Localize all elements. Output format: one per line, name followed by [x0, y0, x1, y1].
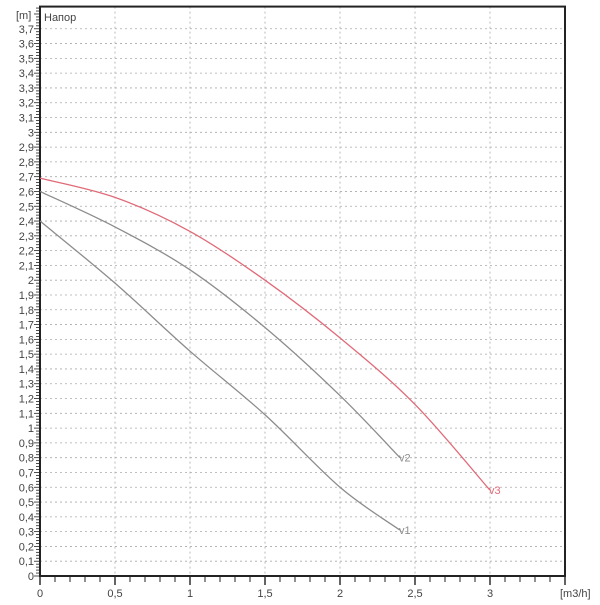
x-tick-label: 1	[187, 588, 193, 600]
grid	[40, 6, 565, 576]
y-tick-label: 3,5	[19, 53, 34, 65]
y-tick-label: 1,1	[19, 408, 34, 420]
y-tick-label: 3,1	[19, 113, 34, 125]
series-line-v2	[39, 190, 401, 459]
y-tick-label: 3,6	[19, 39, 34, 51]
y-tick-label: 1	[28, 423, 34, 435]
y-tick-label: 2,3	[19, 231, 34, 243]
y-tick-label: 0,5	[19, 497, 34, 509]
y-tick-label: 3,2	[19, 98, 34, 110]
y-tick-label: 0,1	[19, 556, 34, 568]
x-axis-label: [m3/h]	[560, 588, 591, 600]
series-label-v3: v3	[489, 485, 501, 497]
y-tick-label: 1,7	[19, 320, 34, 332]
y-tick-label: 0,3	[19, 527, 34, 539]
y-tick-label: 2,2	[19, 246, 34, 258]
x-tick-label: 2	[337, 588, 343, 600]
series-label-v1: v1	[399, 525, 411, 537]
y-tick-label: 1,6	[19, 334, 34, 346]
x-tick-label: 1,5	[257, 588, 272, 600]
y-tick-label: 2,5	[19, 201, 34, 213]
y-tick-label: 1,4	[19, 364, 34, 376]
y-tick-label: 2,9	[19, 142, 34, 154]
y-tick-label: 3	[28, 127, 34, 139]
x-tick-label: 2,5	[407, 588, 422, 600]
y-tick-label: 0,8	[19, 453, 34, 465]
axes: 0 0,1 0,2 0,3 0,4 0,5 0,6 0,7 0,8 0,9 1 1,1 1,2 1,3 1,…	[19, 5, 566, 600]
y-tick-label: 1,8	[19, 305, 34, 317]
y-tick-label: 2	[28, 275, 34, 287]
x-tick-label: 0	[37, 588, 43, 600]
y-tick-label: 3,3	[19, 83, 34, 95]
chart-title: Напор	[44, 12, 76, 24]
y-tick-label: 1,2	[19, 394, 34, 406]
series-line-v1	[39, 220, 401, 531]
x-tick-label: 3	[487, 588, 493, 600]
y-tick-label: 0,4	[19, 512, 34, 524]
y-axis-label: [m]	[16, 10, 31, 22]
y-tick-label: 0,6	[19, 482, 34, 494]
series-line-v3	[39, 177, 491, 491]
y-tick-label: 0	[28, 571, 34, 583]
y-tick-label: 1,3	[19, 379, 34, 391]
plot-frame	[39, 5, 566, 577]
y-tick-label: 0,2	[19, 541, 34, 553]
series-group: v1 v2 v3	[39, 177, 501, 537]
y-tick-label: 1,9	[19, 290, 34, 302]
y-tick-label: 0,7	[19, 467, 34, 479]
y-tick-label: 0,9	[19, 438, 34, 450]
y-tick-label: 2,4	[19, 216, 34, 228]
y-tick-label: 3,4	[19, 68, 34, 80]
y-tick-label: 1,5	[19, 349, 34, 361]
y-tick-label: 2,6	[19, 186, 34, 198]
y-tick-label: 3,7	[19, 24, 34, 36]
y-tick-label: 2,8	[19, 157, 34, 169]
y-tick-label: 2,1	[19, 260, 34, 272]
series-label-v2: v2	[399, 453, 411, 465]
x-tick-label: 0,5	[107, 588, 122, 600]
y-tick-label: 2,7	[19, 172, 34, 184]
